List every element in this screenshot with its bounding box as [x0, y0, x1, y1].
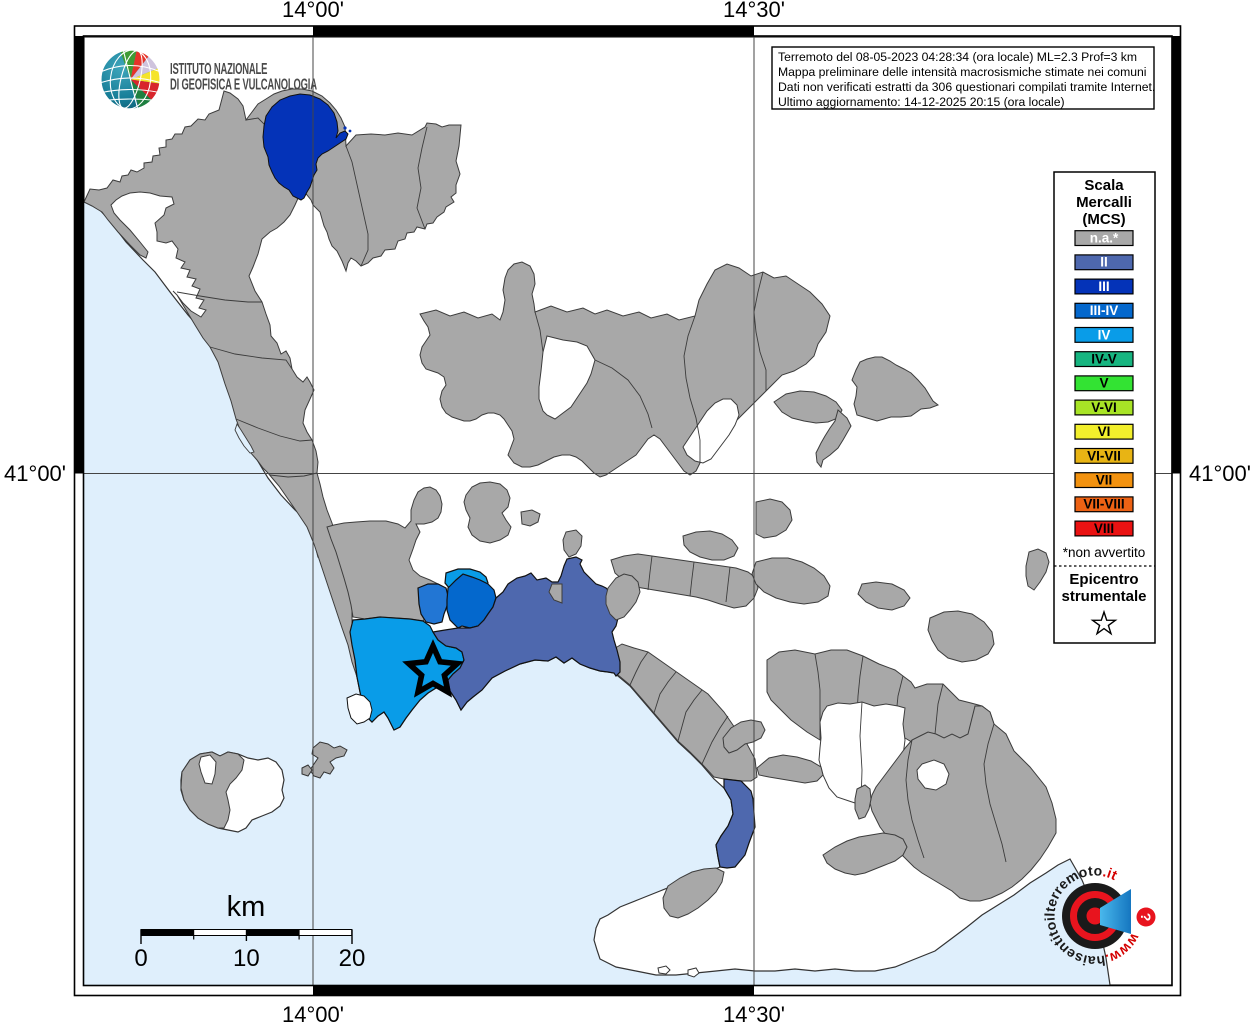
svg-text:(MCS): (MCS) [1082, 211, 1125, 228]
svg-text:14°30': 14°30' [723, 1002, 785, 1024]
svg-text:V-VI: V-VI [1091, 400, 1117, 415]
svg-text:DI GEOFISICA E VULCANOLOGIA: DI GEOFISICA E VULCANOLOGIA [170, 75, 317, 93]
svg-text:14°30': 14°30' [723, 0, 785, 22]
svg-text:Epicentro: Epicentro [1069, 571, 1138, 588]
svg-text:Mercalli: Mercalli [1076, 194, 1132, 211]
svg-text:20: 20 [339, 945, 366, 972]
svg-text:II: II [1100, 255, 1108, 270]
svg-text:*non avvertito: *non avvertito [1063, 545, 1146, 560]
svg-text:n.a.*: n.a.* [1090, 231, 1119, 246]
svg-text:III: III [1098, 279, 1109, 294]
svg-text:Mappa preliminare delle intens: Mappa preliminare delle intensità macros… [778, 65, 1147, 79]
svg-text:ISTITUTO NAZIONALE: ISTITUTO NAZIONALE [170, 59, 268, 77]
svg-text:Ultimo aggiornamento: 14-12-20: Ultimo aggiornamento: 14-12-2025 20:15 (… [778, 95, 1065, 109]
svg-text:Terremoto del 08-05-2023 04:28: Terremoto del 08-05-2023 04:28:34 (ora l… [778, 50, 1137, 64]
svg-text:V: V [1099, 376, 1108, 391]
svg-text:km: km [227, 891, 266, 923]
svg-text:III-IV: III-IV [1090, 303, 1119, 318]
svg-text:VIII: VIII [1094, 521, 1114, 536]
svg-text:VII: VII [1096, 473, 1113, 488]
svg-text:VI: VI [1098, 424, 1111, 439]
svg-text:?: ? [1138, 913, 1154, 922]
svg-text:VII-VIII: VII-VIII [1083, 497, 1124, 512]
svg-text:IV-V: IV-V [1091, 352, 1117, 367]
svg-text:Scala: Scala [1084, 177, 1124, 194]
svg-text:strumentale: strumentale [1061, 588, 1146, 605]
svg-text:0: 0 [134, 945, 147, 972]
svg-text:14°00': 14°00' [282, 0, 344, 22]
svg-text:IV: IV [1098, 327, 1111, 342]
svg-text:VI-VII: VI-VII [1087, 448, 1121, 463]
svg-text:14°00': 14°00' [282, 1002, 344, 1024]
svg-text:10: 10 [233, 945, 260, 972]
svg-text:41°00': 41°00' [4, 461, 66, 486]
svg-text:Dati non verificati estratti d: Dati non verificati estratti da 306 ques… [778, 80, 1155, 94]
svg-text:41°00': 41°00' [1189, 461, 1251, 486]
